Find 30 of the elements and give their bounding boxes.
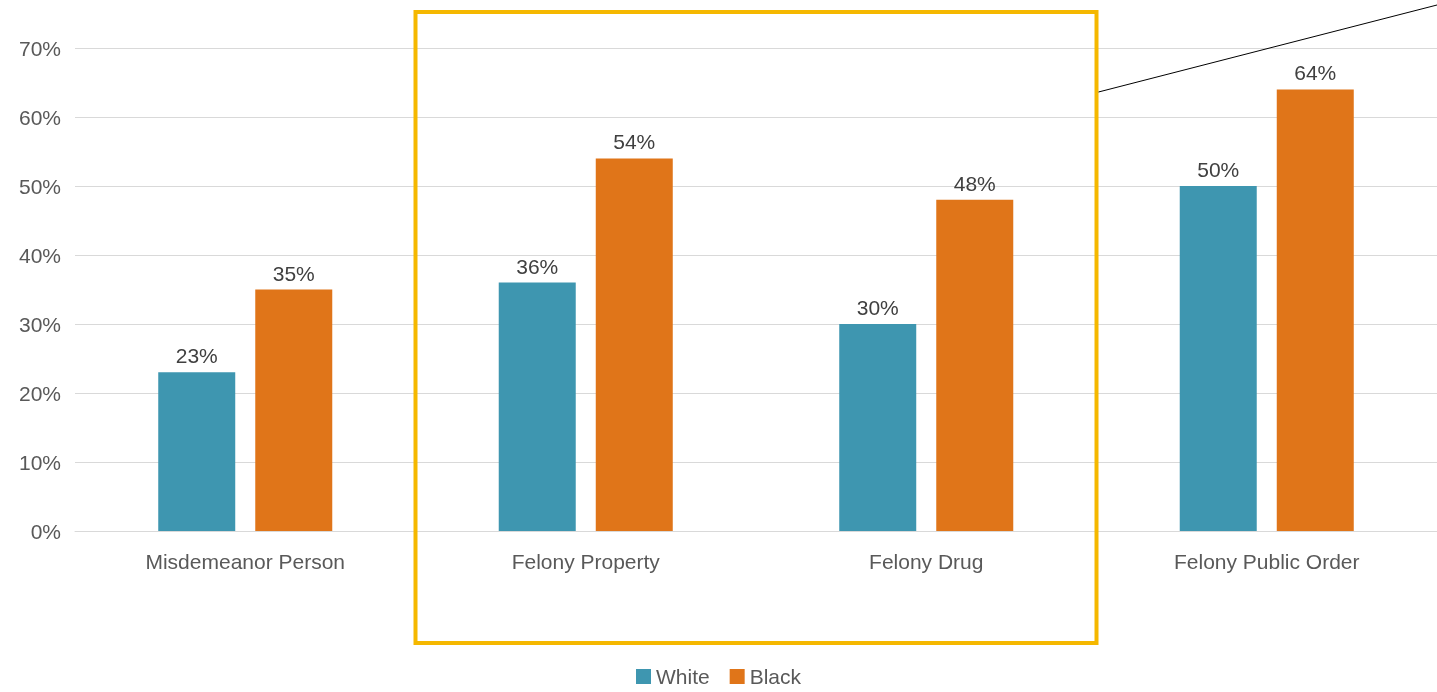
y-tick-label: 0% [30, 519, 61, 543]
y-tick-label: 20% [18, 381, 61, 405]
y-tick-label: 10% [18, 450, 61, 474]
x-tick-label: Felony Drug [869, 550, 984, 573]
data-label: 36% [516, 254, 559, 278]
data-label: 64% [1294, 61, 1337, 85]
data-label: 35% [272, 261, 315, 285]
y-tick-label: 30% [18, 312, 61, 336]
bar [498, 282, 576, 531]
x-tick-label: Felony Public Order [1173, 550, 1360, 573]
data-label: 30% [856, 296, 899, 319]
bar [595, 158, 673, 531]
y-tick-label: 60% [18, 105, 61, 129]
legend-label: Black [749, 665, 802, 688]
x-tick-label: Felony Property [511, 550, 661, 573]
y-tick-label: 40% [18, 243, 61, 267]
bar [839, 324, 917, 531]
y-tick-label: 50% [18, 174, 61, 198]
bar [1276, 89, 1354, 531]
bar [1179, 186, 1257, 531]
data-label: 54% [613, 130, 656, 154]
bar [936, 199, 1014, 531]
bar [255, 289, 333, 531]
x-tick-label: Misdemeanor Person [145, 550, 346, 573]
data-label: 50% [1197, 158, 1240, 181]
y-tick-label: 70% [18, 36, 61, 60]
data-label: 23% [175, 344, 218, 368]
data-label: 48% [953, 171, 996, 195]
legend-label: White [655, 665, 710, 688]
bar [158, 372, 236, 531]
